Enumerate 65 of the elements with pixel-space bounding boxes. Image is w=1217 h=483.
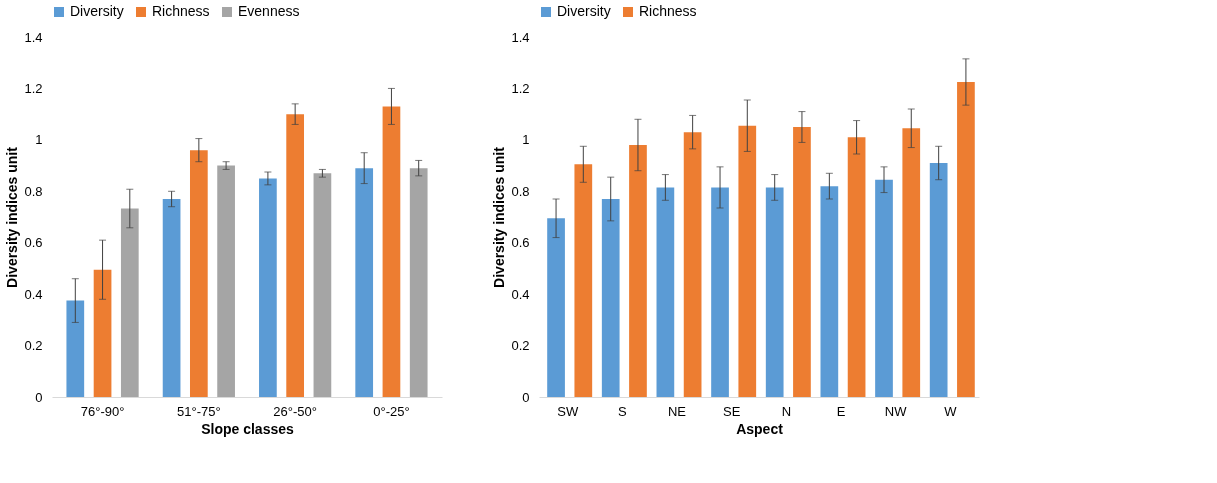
bar (286, 114, 305, 397)
bar (313, 173, 332, 397)
y-tick-label: 0.2 (511, 338, 530, 354)
bar (711, 187, 729, 397)
y-tick-label: 0.6 (511, 235, 530, 251)
bar (957, 82, 975, 397)
bar (93, 269, 112, 397)
y-axis-title: Diversity indices unit (491, 146, 508, 288)
bar (793, 127, 811, 397)
x-tick-label: S (618, 403, 628, 419)
x-tick-label: 76°-90° (80, 403, 125, 419)
y-tick-label: 0 (522, 389, 530, 405)
bar (574, 164, 593, 397)
bar (409, 168, 428, 397)
legend-label: Diversity (70, 3, 124, 19)
bar (656, 187, 675, 397)
bar (355, 168, 374, 397)
bar (120, 208, 139, 397)
x-tick-label: SW (557, 403, 579, 419)
y-tick-label: 1.4 (511, 29, 530, 45)
bar (601, 199, 620, 397)
y-tick-label: 1.2 (24, 80, 43, 96)
bar (189, 150, 208, 397)
bar (875, 179, 893, 397)
bar (765, 187, 784, 397)
bar (929, 163, 948, 397)
y-tick-label: 0.4 (511, 286, 530, 302)
x-tick-label: NE (667, 403, 687, 419)
y-tick-label: 0.2 (24, 338, 43, 354)
legend-label: Diversity (557, 3, 611, 19)
y-tick-label: 1 (522, 132, 530, 148)
bar (820, 186, 839, 397)
x-tick-label: SE (723, 403, 741, 419)
bar (738, 125, 757, 397)
y-tick-label: 1.2 (511, 80, 530, 96)
bar (847, 137, 866, 397)
bar (683, 132, 702, 397)
y-tick-label: 0.4 (24, 286, 43, 302)
bar (66, 300, 85, 397)
y-tick-label: 0 (35, 389, 43, 405)
x-tick-label: 26°-50° (273, 403, 317, 419)
y-tick-label: 1 (35, 132, 43, 148)
y-tick-label: 0.6 (24, 235, 43, 251)
y-tick-label: 1.4 (24, 29, 43, 45)
legend-label: Richness (639, 3, 697, 19)
bar (629, 145, 647, 397)
bar (259, 178, 277, 397)
legend-label: Richness (152, 3, 210, 19)
x-tick-label: W (944, 403, 958, 419)
x-axis-title: Aspect (736, 420, 784, 437)
x-tick-label: 51°-75° (177, 403, 221, 419)
bar (902, 128, 921, 397)
bar (382, 106, 401, 397)
bar (217, 165, 235, 397)
x-tick-label: NW (884, 403, 908, 419)
bar (547, 218, 565, 397)
y-tick-label: 0.8 (24, 183, 43, 199)
bar (162, 199, 181, 397)
x-tick-label: 0°-25° (373, 403, 410, 419)
x-tick-label: N (781, 403, 792, 419)
legend-label: Evenness (238, 3, 300, 19)
x-tick-label: E (836, 403, 846, 419)
y-tick-label: 0.8 (511, 183, 530, 199)
y-axis-title: Diversity indices unit (4, 146, 21, 288)
x-axis-title: Slope classes (201, 420, 295, 437)
